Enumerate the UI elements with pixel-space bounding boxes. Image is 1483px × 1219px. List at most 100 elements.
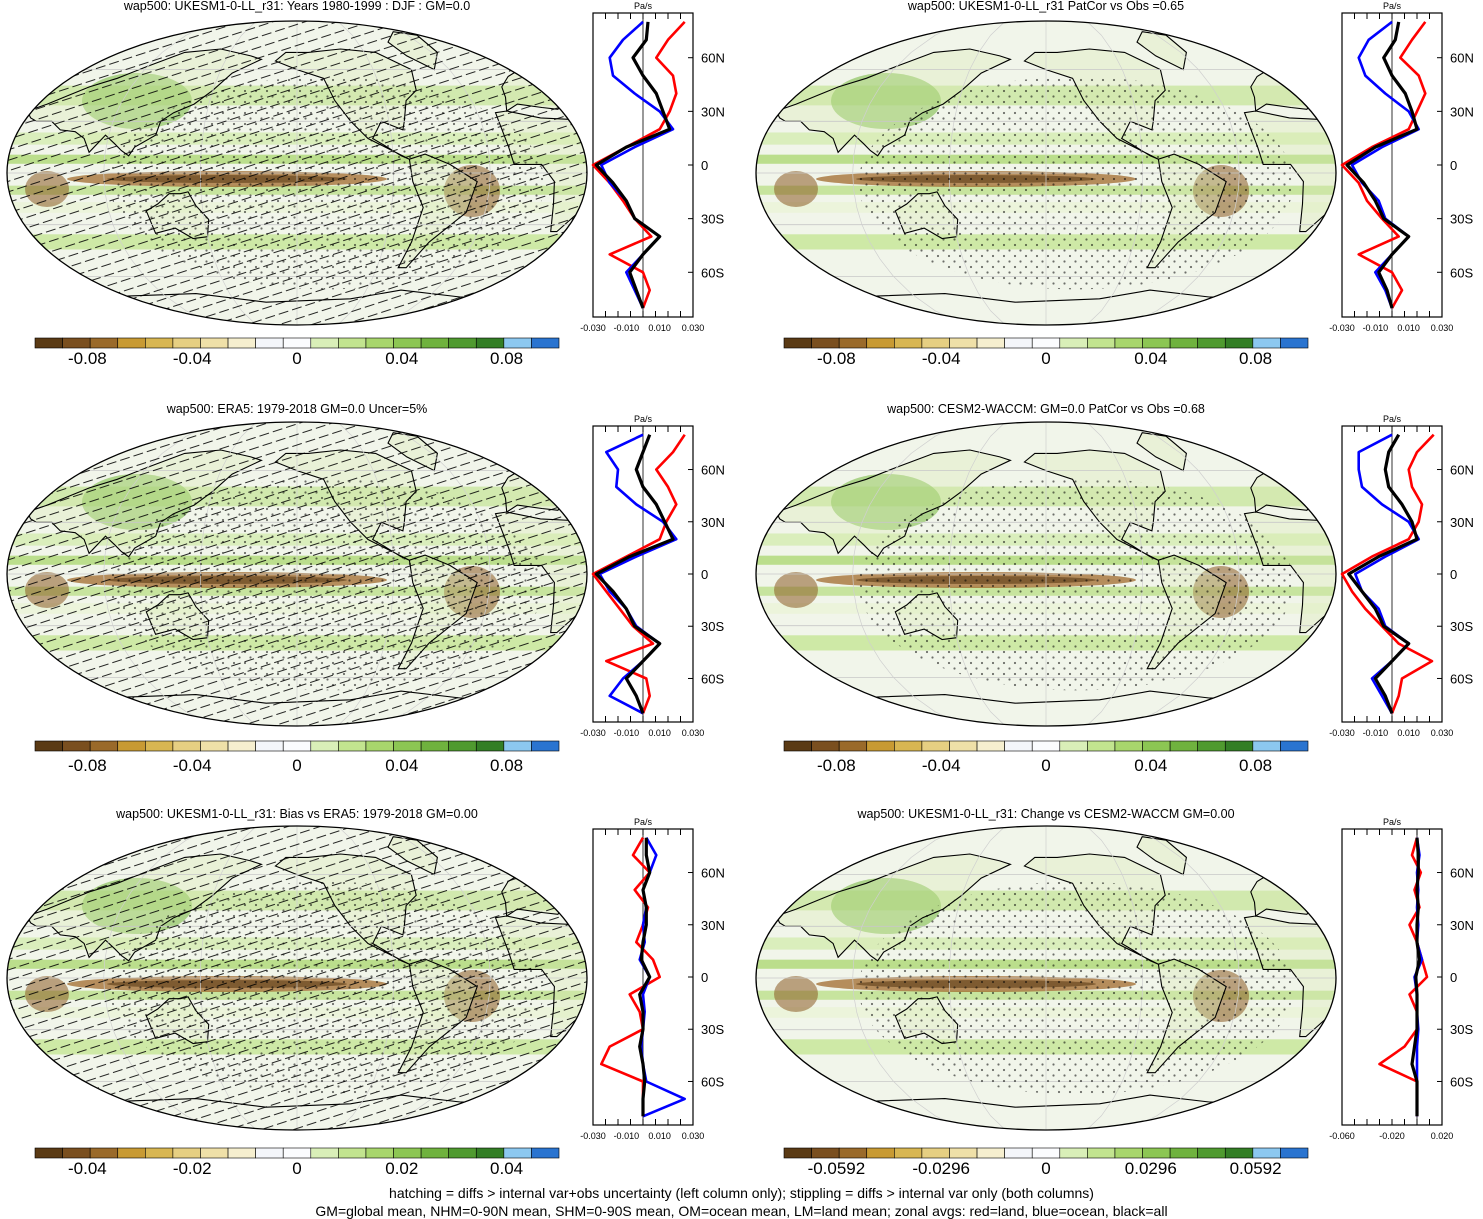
colorbar-swatch [949, 740, 978, 752]
zonal-series-land [591, 21, 686, 309]
colorbar-swatch [200, 1147, 229, 1159]
colorbar-swatch [531, 740, 560, 752]
zonal-x-tick-label: 0.010 [648, 728, 671, 738]
zonal-series-all [594, 21, 672, 309]
colorbar-swatch [976, 337, 1005, 349]
colorbar: -0.0592 -0.0296 0 0.0296 0.0592 [783, 1147, 1309, 1178]
stippling [858, 881, 1294, 1095]
colorbar-swatch [1142, 740, 1171, 752]
zonal-lat-tick-label: 60N [701, 463, 725, 478]
zonal-series-all [1410, 837, 1422, 1117]
colorbar-swatch [783, 337, 812, 349]
zonal-x-tick-label: -0.020 [1379, 1131, 1405, 1141]
hatching [7, 21, 587, 325]
colorbar-tick-label: -0.08 [817, 756, 856, 775]
colorbar-swatch [89, 1147, 119, 1159]
zonal-lat-tick-label: 60S [701, 265, 724, 280]
colorbar-swatch [1197, 1147, 1226, 1159]
colorbar-swatch [1197, 740, 1226, 752]
map [756, 826, 1336, 1130]
zonal-lat-tick-label: 30S [1450, 619, 1473, 634]
colorbar-tick-label: 0.0296 [1125, 1159, 1177, 1178]
colorbar-swatch [255, 740, 284, 752]
zonal-lat-tick-label: 30N [701, 104, 725, 119]
colorbar-swatch [1142, 337, 1171, 349]
colorbar-swatch [338, 1147, 367, 1159]
colorbar-tick-label: -0.08 [817, 349, 856, 368]
zonal-lat-tick-label: 30S [1450, 1022, 1473, 1037]
colorbar-swatch [255, 337, 284, 349]
colorbar-swatch [282, 740, 312, 752]
colorbar-swatch [282, 337, 312, 349]
colorbar-swatch [783, 740, 812, 752]
colorbar-swatch [420, 337, 449, 349]
zonal-mean-plot: Pa/s -0.030 -0.010 0.010 0.030 60N 30N 0 30S 60S [1329, 1, 1474, 333]
colorbar-swatch [1280, 337, 1309, 349]
coastline-eurasiaW [1247, 452, 1312, 513]
stippling [858, 477, 1294, 691]
zonal-lat-tick-label: 60S [1450, 265, 1473, 280]
zonal-series-all [638, 837, 652, 1117]
colorbar-swatch [117, 337, 146, 349]
colorbar-swatch [338, 337, 367, 349]
colorbar-swatch [310, 740, 339, 752]
zonal-lat-tick-label: 30S [701, 1022, 724, 1037]
colorbar-swatch [172, 337, 201, 349]
zonal-lat-tick-label: 60N [1450, 463, 1474, 478]
colorbar-swatch [1114, 337, 1143, 349]
colorbar-swatch [1087, 740, 1116, 752]
zonal-lat-tick-label: 60S [1450, 1074, 1473, 1089]
zonal-x-tick-label: -0.010 [614, 1131, 640, 1141]
zonal-unit-label: Pa/s [634, 414, 653, 424]
panel-title: wap500: CESM2-WACCM: GM=0.0 PatCor vs Ob… [886, 402, 1205, 416]
colorbar-swatch [89, 740, 119, 752]
zonal-lat-tick-label: 0 [1450, 970, 1457, 985]
colorbar-swatch [448, 1147, 477, 1159]
colorbar-tick-label: -0.0592 [808, 1159, 866, 1178]
coastline-antarctica [850, 289, 1242, 303]
zonal-lat-tick-label: 30S [1450, 212, 1473, 227]
colorbar-tick-label: 0.08 [1239, 349, 1272, 368]
colorbar-swatch [531, 1147, 560, 1159]
colorbar-swatch [393, 1147, 422, 1159]
colorbar-swatch [200, 337, 229, 349]
colorbar-swatch [1142, 1147, 1171, 1159]
footer-line-1: hatching = diffs > internal var+obs unce… [389, 1185, 1094, 1201]
colorbar: -0.08 -0.04 0 0.04 0.08 [783, 337, 1309, 368]
zonal-x-tick-label: 0.030 [682, 1131, 705, 1141]
colorbar-swatch [200, 740, 229, 752]
panel-title: wap500: UKESM1-0-LL_r31: Years 1980-1999… [123, 0, 470, 13]
zonal-mean-plot: Pa/s -0.030 -0.010 0.010 0.030 60N 30N 0 30S 60S [580, 817, 725, 1141]
colorbar-swatch [1031, 337, 1061, 349]
map-border [755, 20, 1337, 326]
colorbar-swatch [838, 740, 868, 752]
colorbar-swatch [62, 1147, 91, 1159]
colorbar-swatch [365, 740, 394, 752]
zonal-series-land [591, 433, 686, 714]
colorbar-swatch [255, 1147, 284, 1159]
zonal-x-tick-label: -0.030 [580, 728, 606, 738]
zonal-x-tick-label: -0.010 [614, 728, 640, 738]
stippling [858, 76, 1294, 290]
coastline-greenland [1136, 836, 1187, 876]
colorbar-swatch [1004, 740, 1033, 752]
colorbar-tick-label: 0.04 [490, 1159, 523, 1178]
colorbar-swatch [227, 337, 256, 349]
colorbar-tick-label: 0.08 [490, 349, 523, 368]
zonal-lat-tick-label: 60N [701, 866, 725, 881]
colorbar-swatch [531, 337, 560, 349]
colorbar-tick-label: 0 [1041, 349, 1050, 368]
panel-title: wap500: UKESM1-0-LL_r31 PatCor vs Obs =0… [907, 0, 1184, 13]
colorbar-swatch [811, 740, 840, 752]
map-border [6, 421, 588, 727]
colorbar-tick-label: -0.04 [173, 756, 212, 775]
colorbar-swatch [811, 1147, 840, 1159]
colorbar-swatch [62, 740, 91, 752]
colorbar-swatch [1252, 740, 1281, 752]
colorbar-swatch [866, 740, 895, 752]
zonal-series-land [600, 837, 661, 1117]
zonal-x-tick-label: 0.010 [1397, 728, 1420, 738]
zonal-unit-label: Pa/s [1383, 817, 1402, 827]
colorbar-swatch [475, 337, 505, 349]
zonal-series-all [1347, 433, 1419, 714]
